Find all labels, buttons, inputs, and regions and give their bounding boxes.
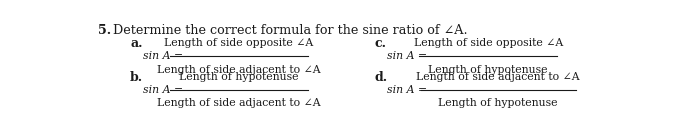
Text: c.: c. [374, 37, 386, 50]
Text: sin A =: sin A = [144, 85, 183, 95]
Text: sin A =: sin A = [144, 51, 183, 61]
Text: Length of side adjacent to ∠A: Length of side adjacent to ∠A [157, 65, 321, 75]
Text: Length of hypotenuse: Length of hypotenuse [428, 65, 548, 75]
Text: Length of hypotenuse: Length of hypotenuse [179, 72, 298, 81]
Text: Length of side opposite ∠A: Length of side opposite ∠A [164, 38, 314, 48]
Text: Length of side opposite ∠A: Length of side opposite ∠A [414, 38, 563, 48]
Text: Length of hypotenuse: Length of hypotenuse [438, 98, 558, 108]
Text: b.: b. [130, 71, 143, 84]
Text: d.: d. [374, 71, 387, 84]
Text: Length of side adjacent to ∠A: Length of side adjacent to ∠A [157, 98, 321, 108]
Text: a.: a. [130, 37, 143, 50]
Text: sin A =: sin A = [387, 51, 428, 61]
Text: 5.: 5. [98, 24, 111, 37]
Text: Determine the correct formula for the sine ratio of ∠A.: Determine the correct formula for the si… [104, 24, 467, 37]
Text: Length of side adjacent to ∠A: Length of side adjacent to ∠A [416, 72, 580, 81]
Text: sin A =: sin A = [387, 85, 428, 95]
